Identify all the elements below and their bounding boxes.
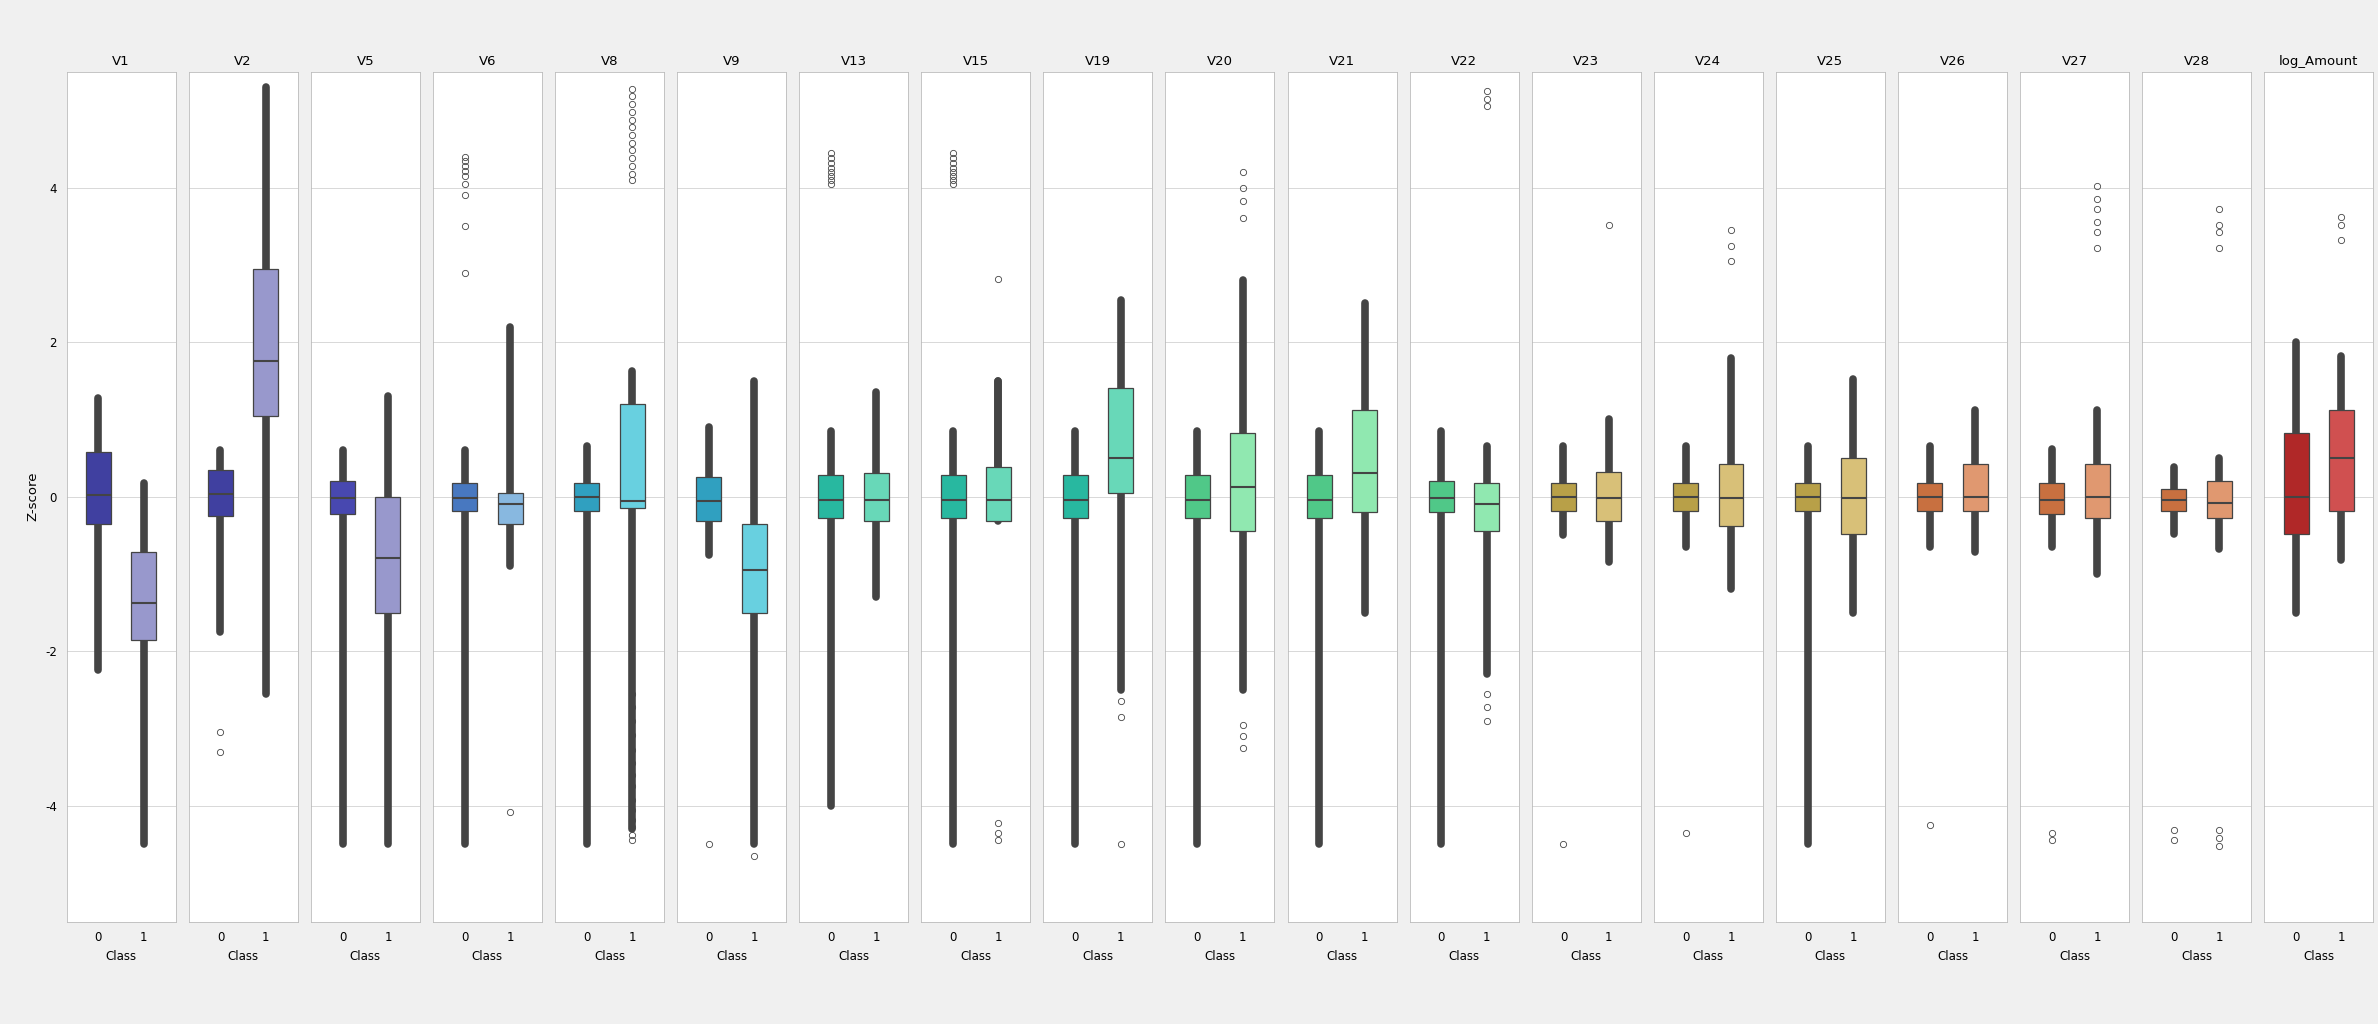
Title: V19: V19 (1084, 54, 1111, 68)
FancyBboxPatch shape (452, 482, 478, 511)
FancyBboxPatch shape (131, 552, 157, 640)
Title: V28: V28 (2183, 54, 2209, 68)
Title: V20: V20 (1208, 54, 1232, 68)
FancyBboxPatch shape (2086, 464, 2109, 518)
FancyBboxPatch shape (1795, 482, 1819, 511)
X-axis label: Class: Class (716, 950, 747, 963)
Title: V21: V21 (1329, 54, 1355, 68)
FancyBboxPatch shape (376, 497, 400, 612)
X-axis label: Class: Class (1327, 950, 1358, 963)
Title: V26: V26 (1940, 54, 1967, 68)
Title: V13: V13 (839, 54, 866, 68)
FancyBboxPatch shape (1353, 410, 1377, 512)
FancyBboxPatch shape (1596, 472, 1622, 521)
FancyBboxPatch shape (1674, 482, 1698, 511)
FancyBboxPatch shape (573, 482, 599, 511)
FancyBboxPatch shape (2328, 410, 2354, 511)
FancyBboxPatch shape (697, 477, 721, 521)
FancyBboxPatch shape (1229, 433, 1256, 531)
X-axis label: Class: Class (961, 950, 992, 963)
Title: V6: V6 (478, 54, 497, 68)
Title: V24: V24 (1696, 54, 1722, 68)
X-axis label: Class: Class (350, 950, 380, 963)
X-axis label: Class: Class (1082, 950, 1113, 963)
Title: V27: V27 (2062, 54, 2088, 68)
X-axis label: Class: Class (471, 950, 502, 963)
FancyBboxPatch shape (1474, 482, 1498, 531)
Title: V1: V1 (112, 54, 131, 68)
X-axis label: Class: Class (1938, 950, 1969, 963)
X-axis label: Class: Class (1814, 950, 1845, 963)
X-axis label: Class: Class (2181, 950, 2212, 963)
FancyBboxPatch shape (331, 481, 354, 514)
FancyBboxPatch shape (1550, 482, 1577, 511)
FancyBboxPatch shape (207, 470, 233, 516)
FancyBboxPatch shape (942, 475, 965, 518)
X-axis label: Class: Class (1693, 950, 1724, 963)
FancyBboxPatch shape (1108, 388, 1132, 493)
X-axis label: Class: Class (1569, 950, 1603, 963)
FancyBboxPatch shape (1308, 475, 1332, 518)
FancyBboxPatch shape (863, 473, 889, 521)
FancyBboxPatch shape (254, 268, 278, 416)
FancyBboxPatch shape (818, 475, 844, 518)
FancyBboxPatch shape (621, 403, 644, 508)
FancyBboxPatch shape (742, 523, 766, 612)
FancyBboxPatch shape (1184, 475, 1210, 518)
Title: V22: V22 (1451, 54, 1477, 68)
Title: V15: V15 (963, 54, 989, 68)
FancyBboxPatch shape (1429, 481, 1453, 512)
FancyBboxPatch shape (987, 467, 1011, 521)
X-axis label: Class: Class (105, 950, 136, 963)
X-axis label: Class: Class (2304, 950, 2335, 963)
Y-axis label: Z-score: Z-score (26, 472, 40, 521)
FancyBboxPatch shape (1962, 464, 1988, 511)
Title: V23: V23 (1574, 54, 1600, 68)
X-axis label: Class: Class (2059, 950, 2090, 963)
X-axis label: Class: Class (228, 950, 259, 963)
FancyBboxPatch shape (2162, 488, 2185, 511)
Title: V5: V5 (357, 54, 373, 68)
FancyBboxPatch shape (1719, 464, 1743, 526)
X-axis label: Class: Class (837, 950, 870, 963)
X-axis label: Class: Class (594, 950, 625, 963)
Title: V2: V2 (235, 54, 252, 68)
X-axis label: Class: Class (1448, 950, 1479, 963)
FancyBboxPatch shape (1841, 458, 1867, 534)
FancyBboxPatch shape (497, 493, 523, 523)
X-axis label: Class: Class (1203, 950, 1237, 963)
FancyBboxPatch shape (1917, 482, 1943, 511)
Title: V9: V9 (723, 54, 740, 68)
FancyBboxPatch shape (2283, 433, 2309, 534)
Title: V25: V25 (1817, 54, 1843, 68)
Title: log_Amount: log_Amount (2278, 54, 2359, 68)
Title: V8: V8 (602, 54, 618, 68)
FancyBboxPatch shape (2207, 481, 2233, 518)
FancyBboxPatch shape (86, 452, 112, 523)
FancyBboxPatch shape (2040, 482, 2064, 514)
FancyBboxPatch shape (1063, 475, 1087, 518)
